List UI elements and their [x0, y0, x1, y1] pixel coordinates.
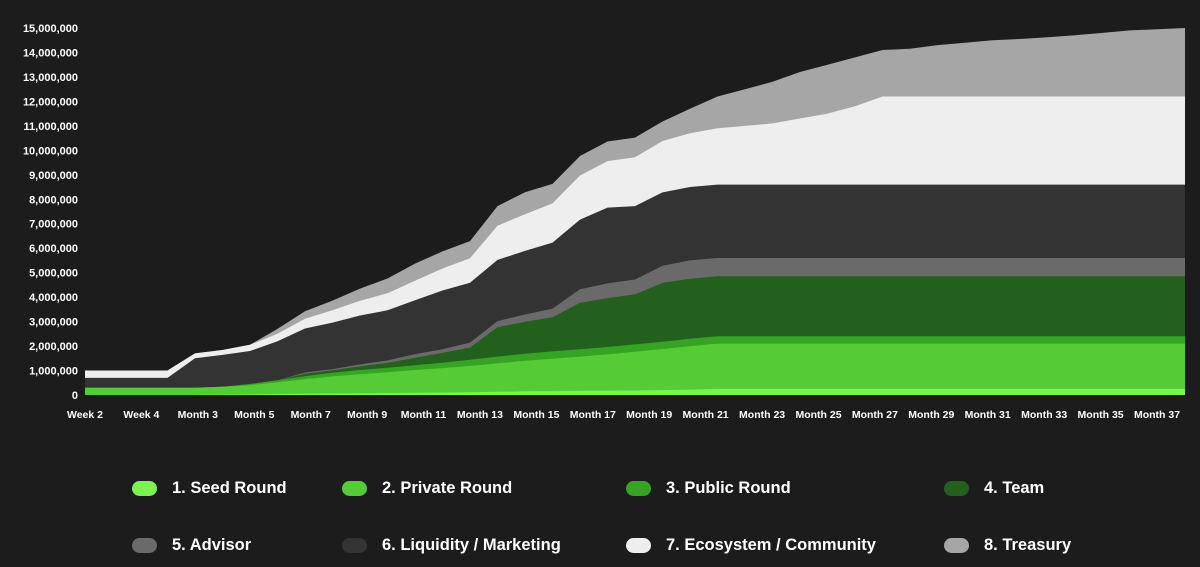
- legend-label: 8. Treasury: [984, 535, 1072, 554]
- y-tick-label: 15,000,000: [23, 23, 78, 35]
- legend-swatch: [626, 537, 651, 553]
- legend-swatch: [944, 537, 969, 553]
- x-tick-label: Month 3: [178, 409, 218, 421]
- y-axis: 0 1,000,000 2,000,000 3,000,000 4,000,000 5,0…: [23, 23, 78, 402]
- x-tick-label: Month 11: [401, 409, 447, 421]
- x-tick-label: Month 19: [626, 409, 672, 421]
- x-tick-label: Month 23: [739, 409, 785, 421]
- legend-label: 4. Team: [984, 478, 1045, 497]
- x-tick-label: Month 29: [908, 409, 954, 421]
- y-tick-label: 3,000,000: [29, 317, 78, 329]
- y-tick-label: 10,000,000: [23, 145, 78, 157]
- legend-item: 1. Seed Round: [132, 475, 287, 501]
- legend-label: 5. Advisor: [172, 535, 252, 554]
- legend-swatch: [342, 480, 367, 496]
- x-tick-label: Month 37: [1134, 409, 1180, 421]
- legend-swatch: [626, 480, 651, 496]
- x-tick-label: Month 15: [513, 409, 559, 421]
- stacked-area-chart: 0 1,000,000 2,000,000 3,000,000 4,000,000 5,0…: [23, 23, 1185, 421]
- chart-legend: 1. Seed Round 2. Private Round 3. Public R…: [0, 462, 1200, 562]
- legend-label: 1. Seed Round: [172, 478, 287, 497]
- y-tick-label: 8,000,000: [29, 194, 78, 206]
- y-tick-label: 0: [72, 390, 78, 402]
- area-series-1: [85, 388, 1185, 395]
- y-tick-label: 9,000,000: [29, 170, 78, 182]
- x-tick-label: Month 31: [965, 409, 1011, 421]
- legend-swatch: [132, 480, 157, 496]
- x-tick-label: Month 21: [683, 409, 729, 421]
- legend-item: 7. Ecosystem / Community: [626, 532, 876, 558]
- x-tick-label: Month 5: [234, 409, 274, 421]
- y-tick-label: 5,000,000: [29, 268, 78, 280]
- x-tick-label: Month 17: [570, 409, 616, 421]
- legend-item: 4. Team: [944, 475, 1044, 501]
- legend-swatch: [342, 537, 367, 553]
- y-tick-label: 11,000,000: [24, 121, 78, 133]
- y-tick-label: 14,000,000: [23, 48, 78, 60]
- legend-label: 3. Public Round: [666, 478, 791, 497]
- area-series-2: [85, 343, 1185, 395]
- y-tick-label: 13,000,000: [23, 72, 78, 84]
- legend-item: 6. Liquidity / Marketing: [342, 532, 561, 558]
- legend-label: 6. Liquidity / Marketing: [382, 535, 561, 554]
- x-tick-label: Month 35: [1078, 409, 1124, 421]
- legend-label: 2. Private Round: [382, 478, 513, 497]
- legend-item: 2. Private Round: [342, 475, 512, 501]
- x-tick-label: Week 2: [67, 409, 103, 421]
- legend-item: 3. Public Round: [626, 475, 791, 501]
- y-tick-label: 2,000,000: [29, 341, 78, 353]
- chart-areas: [85, 28, 1185, 395]
- y-tick-label: 6,000,000: [29, 243, 78, 255]
- x-axis: Week 2 Week 4 Month 3 Month 5 Month 7 Month 9…: [67, 409, 1180, 421]
- chart: 0 1,000,000 2,000,000 3,000,000 4,000,000 5,0…: [23, 23, 1185, 421]
- x-tick-label: Month 7: [291, 409, 331, 421]
- y-tick-label: 4,000,000: [29, 292, 78, 304]
- x-tick-label: Month 33: [1021, 409, 1067, 421]
- legend-item: 5. Advisor: [132, 532, 251, 558]
- legend-item: 8. Treasury: [944, 532, 1071, 558]
- legend-swatch: [944, 480, 969, 496]
- x-tick-label: Month 9: [347, 409, 387, 421]
- x-tick-label: Month 25: [795, 409, 841, 421]
- x-tick-label: Week 4: [123, 409, 159, 421]
- y-tick-label: 1,000,000: [29, 366, 78, 378]
- legend-label: 7. Ecosystem / Community: [666, 535, 876, 554]
- y-tick-label: 12,000,000: [23, 96, 78, 108]
- y-tick-label: 7,000,000: [29, 219, 78, 231]
- x-tick-label: Month 13: [457, 409, 503, 421]
- x-tick-label: Month 27: [852, 409, 898, 421]
- legend-swatch: [132, 537, 157, 553]
